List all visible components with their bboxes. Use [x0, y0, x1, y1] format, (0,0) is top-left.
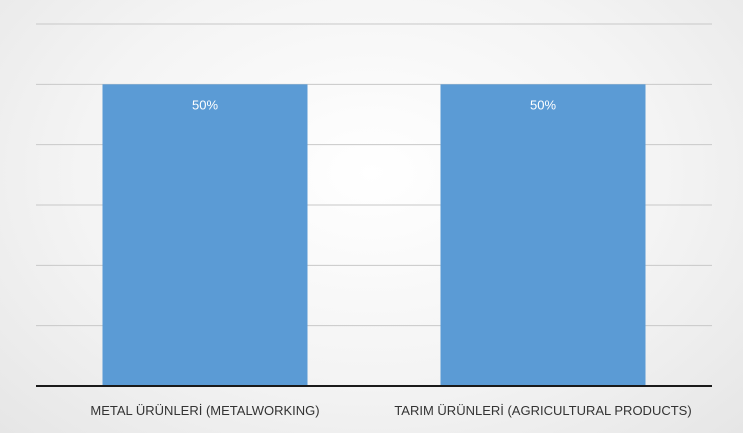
bar-1 — [102, 84, 308, 386]
category-label-2: TARIM ÜRÜNLERİ (AGRICULTURAL PRODUCTS) — [394, 403, 691, 418]
bar-2 — [440, 84, 646, 386]
bars — [102, 84, 646, 386]
category-label-1: METAL ÜRÜNLERİ (METALWORKING) — [90, 403, 319, 418]
data-label-1: 50% — [192, 97, 218, 112]
data-label-2: 50% — [530, 97, 556, 112]
data-labels: 50% 50% — [192, 97, 556, 112]
category-labels: METAL ÜRÜNLERİ (METALWORKING) TARIM ÜRÜNL… — [90, 403, 691, 418]
